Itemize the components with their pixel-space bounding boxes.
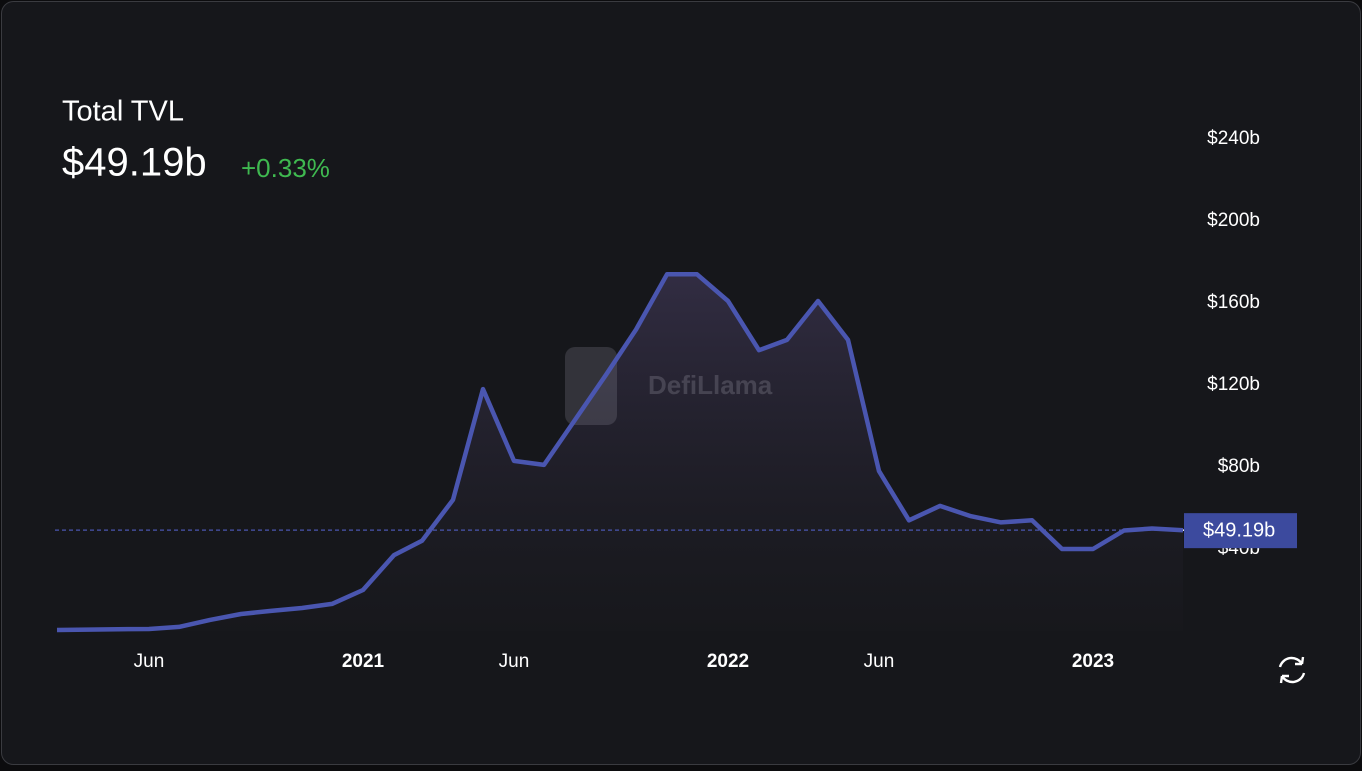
- y-tick-label: $240b: [1207, 128, 1260, 149]
- x-tick-label: 2023: [1072, 651, 1114, 672]
- y-tick-label: $120b: [1207, 374, 1260, 395]
- current-value-box: [1184, 513, 1297, 549]
- x-tick-label: 2021: [342, 651, 385, 672]
- x-tick-label: Jun: [134, 651, 165, 672]
- watermark: DefiLlama: [565, 347, 773, 425]
- watermark-text: DefiLlama: [648, 370, 773, 400]
- x-tick-label: Jun: [864, 651, 895, 672]
- line: [56, 272, 1184, 633]
- current-value-label: $49.19b: [1203, 519, 1275, 541]
- refresh-icon[interactable]: [1278, 656, 1306, 684]
- headline-value: $49.19b: [62, 141, 207, 185]
- y-tick-label: $200b: [1207, 210, 1260, 231]
- y-tick-label: $160b: [1207, 292, 1260, 313]
- x-tick-label: Jun: [499, 651, 530, 672]
- y-tick-label: $80b: [1218, 456, 1260, 477]
- change: +0.33%: [241, 153, 330, 183]
- x-tick-label: 2022: [707, 651, 749, 672]
- area: [57, 274, 1183, 631]
- watermark-logo: [565, 347, 617, 425]
- chart-title: Total TVL: [62, 96, 184, 128]
